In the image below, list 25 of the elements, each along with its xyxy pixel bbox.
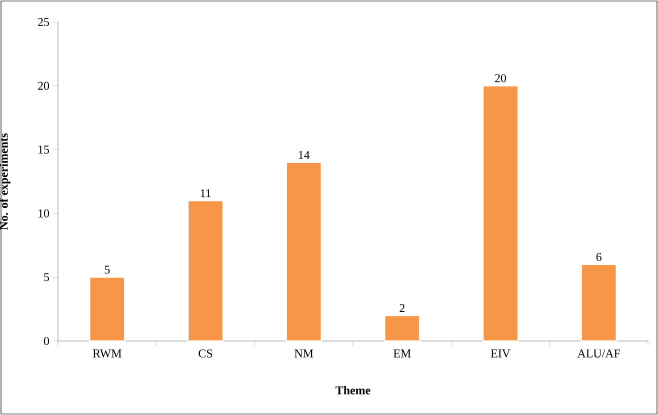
bar (187, 200, 224, 342)
y-tick-label: 0 (44, 336, 50, 346)
data-label: 20 (495, 74, 506, 82)
bar (384, 314, 420, 342)
data-label: 11 (200, 189, 211, 198)
x-tick-label: EM (394, 350, 411, 358)
x-tick-label: RWM (92, 350, 122, 358)
bar (89, 276, 126, 342)
x-tick-label: EIV (490, 350, 510, 358)
x-tick-label: CS (198, 350, 212, 358)
bar (482, 85, 519, 342)
y-tick-label: 15 (38, 146, 50, 154)
y-tick-label: 5 (44, 273, 50, 282)
data-label: 6 (596, 252, 602, 261)
y-tick-label: 20 (38, 82, 50, 90)
bar (286, 162, 322, 342)
x-axis-title: Theme (336, 386, 370, 394)
y-tick-label: 10 (38, 209, 50, 218)
data-label: 14 (298, 150, 310, 159)
x-tick-label: ALU/AF (577, 350, 620, 358)
x-tick-label: NM (294, 350, 314, 358)
data-label: 5 (104, 266, 110, 274)
bar (580, 264, 617, 342)
y-tick-label: 25 (38, 18, 50, 26)
data-label: 2 (400, 304, 404, 312)
